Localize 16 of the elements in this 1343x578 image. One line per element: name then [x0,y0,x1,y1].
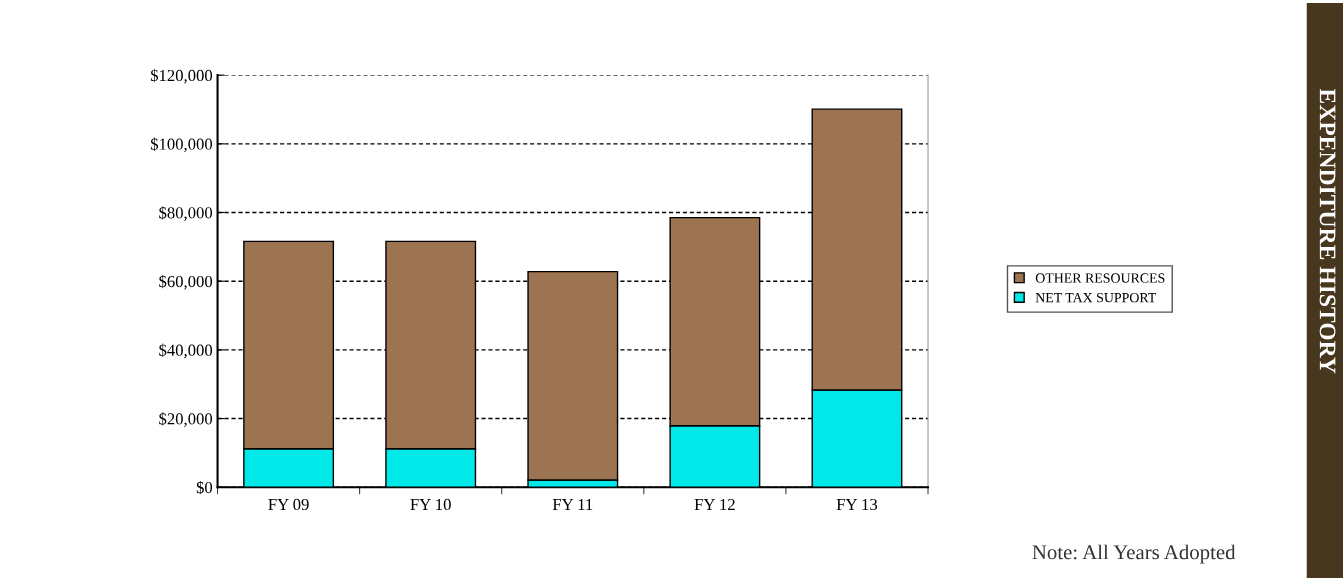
y-tick-label: $100,000 [150,137,213,153]
y-tick-label: $40,000 [159,343,213,359]
text: EXPENDITURE HISTORY [1319,88,1336,374]
y-tick-label: $120,000 [150,68,213,84]
legend-label: NET TAX SUPPORT [1035,293,1157,303]
x-tick-label: FY 13 [836,498,878,511]
x-tick-label: FY 10 [410,498,451,511]
legend-label: OTHER RESOURCES [1035,273,1165,283]
y-tick-label: $20,000 [159,412,213,427]
y-tick-label: $60,000 [159,274,213,290]
y-tick-label: $80,000 [159,206,213,221]
x-tick-label: FY 09 [268,498,309,511]
x-tick-label: FY 12 [694,498,735,510]
text: Note: All Years Adopted [1032,544,1236,564]
y-tick-label: $0 [196,480,213,495]
x-tick-label: FY 11 [552,498,593,510]
